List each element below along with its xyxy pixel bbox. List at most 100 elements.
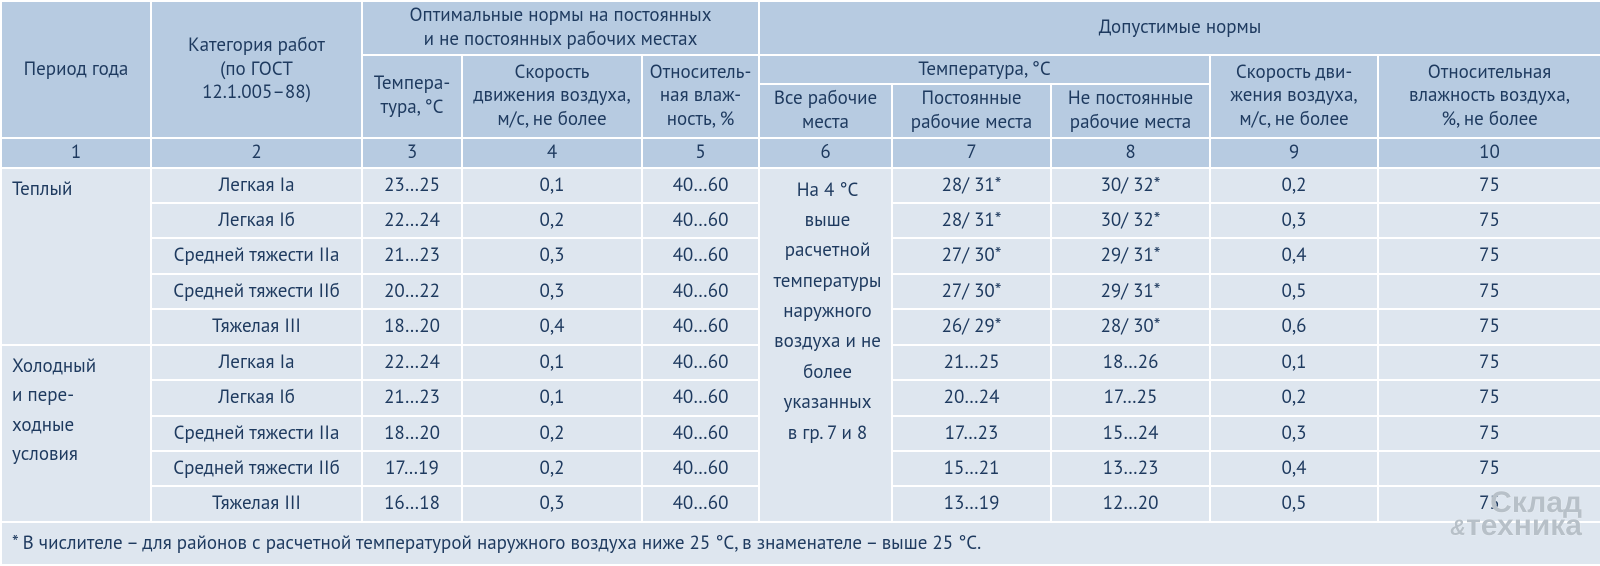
col-number-row: 12345678910 [1, 138, 1600, 168]
cell-c5: 40…60 [642, 309, 759, 344]
cell-category: Легкая Iа [151, 345, 362, 380]
hdr-category: Категория работ(по ГОСТ12.1.005–88) [151, 1, 362, 138]
period-cold: Холодныйи пере-ходныеусловия [1, 345, 151, 522]
cell-c7: 21…25 [892, 345, 1051, 380]
cell-c5: 40…60 [642, 203, 759, 238]
cell-c7: 27/ 30* [892, 274, 1051, 309]
cell-c7: 17…23 [892, 416, 1051, 451]
cell-c5: 40…60 [642, 486, 759, 521]
cell-c9: 0,6 [1210, 309, 1378, 344]
cell-category: Легкая Iа [151, 168, 362, 203]
cell-c3: 20…22 [362, 274, 462, 309]
hdr-temp-perm: Постоянныерабочие места [892, 84, 1051, 138]
cell-c10: 75 [1378, 203, 1600, 238]
hdr-period: Период года [1, 1, 151, 138]
cell-c10: 75 [1378, 416, 1600, 451]
cell-category: Легкая Iб [151, 380, 362, 415]
cell-c5: 40…60 [642, 416, 759, 451]
col-number-3: 3 [362, 138, 462, 168]
col-number-10: 10 [1378, 138, 1600, 168]
col-number-4: 4 [462, 138, 642, 168]
cell-c10: 75 [1378, 380, 1600, 415]
cell-c4: 0,1 [462, 345, 642, 380]
cell-category: Средней тяжести IIа [151, 238, 362, 273]
cell-c9: 0,1 [1210, 345, 1378, 380]
cell-c5: 40…60 [642, 380, 759, 415]
cell-c3: 22…24 [362, 345, 462, 380]
cell-c9: 0,3 [1210, 416, 1378, 451]
cell-c8: 30/ 32* [1051, 203, 1210, 238]
cell-c7: 27/ 30* [892, 238, 1051, 273]
hdr-temp-group: Температура, °C [759, 55, 1210, 85]
cell-c3: 18…20 [362, 309, 462, 344]
cell-c4: 0,2 [462, 451, 642, 486]
cell-c8: 17…25 [1051, 380, 1210, 415]
col-number-8: 8 [1051, 138, 1210, 168]
hdr-group-optimal: Оптимальные нормы на постоянныхи не пост… [362, 1, 759, 55]
cell-c8: 29/ 31* [1051, 274, 1210, 309]
cell-category: Средней тяжести IIб [151, 451, 362, 486]
hdr-airspd2: Скорость дви-жения воздуха,м/с, не более [1210, 55, 1378, 138]
cell-c3: 22…24 [362, 203, 462, 238]
cell-c10: 75 [1378, 345, 1600, 380]
cell-c3: 17…19 [362, 451, 462, 486]
cell-c7: 28/ 31* [892, 203, 1051, 238]
col-number-1: 1 [1, 138, 151, 168]
cell-c4: 0,2 [462, 416, 642, 451]
col-number-9: 9 [1210, 138, 1378, 168]
cell-c9: 0,2 [1210, 168, 1378, 203]
cell-c3: 18…20 [362, 416, 462, 451]
col-number-5: 5 [642, 138, 759, 168]
cell-c5: 40…60 [642, 451, 759, 486]
cell-c3: 16…18 [362, 486, 462, 521]
cell-c10: 75 [1378, 309, 1600, 344]
cell-c10: 75 [1378, 486, 1600, 521]
cell-c7: 26/ 29* [892, 309, 1051, 344]
cell-c7: 13…19 [892, 486, 1051, 521]
hdr-temp: Темпера-тура, °C [362, 55, 462, 138]
cell-c8: 28/ 30* [1051, 309, 1210, 344]
cell-c6: На 4 °Cвышерасчетнойтемпературынаружного… [759, 168, 892, 522]
footnote: * В числителе – для районов с расчетной … [1, 522, 1600, 565]
hdr-group-permissible: Допустимые нормы [759, 1, 1600, 55]
period-warm: Теплый [1, 168, 151, 345]
cell-c7: 20…24 [892, 380, 1051, 415]
col-number-6: 6 [759, 138, 892, 168]
hdr-airspd: Скоростьдвижения воздуха,м/с, не более [462, 55, 642, 138]
cell-c10: 75 [1378, 451, 1600, 486]
cell-c5: 40…60 [642, 345, 759, 380]
cell-c9: 0,3 [1210, 203, 1378, 238]
cell-category: Тяжелая III [151, 309, 362, 344]
cell-c8: 29/ 31* [1051, 238, 1210, 273]
cell-c4: 0,4 [462, 309, 642, 344]
cell-category: Средней тяжести IIа [151, 416, 362, 451]
cell-category: Легкая Iб [151, 203, 362, 238]
cell-c4: 0,2 [462, 203, 642, 238]
col-number-7: 7 [892, 138, 1051, 168]
cell-c4: 0,3 [462, 238, 642, 273]
cell-c8: 12…20 [1051, 486, 1210, 521]
hdr-humidity2: Относительнаявлажность воздуха,%, не бол… [1378, 55, 1600, 138]
cell-category: Средней тяжести IIб [151, 274, 362, 309]
cell-c3: 21…23 [362, 380, 462, 415]
cell-c4: 0,1 [462, 380, 642, 415]
cell-c10: 75 [1378, 168, 1600, 203]
cell-c5: 40…60 [642, 238, 759, 273]
cell-c4: 0,1 [462, 168, 642, 203]
cell-category: Тяжелая III [151, 486, 362, 521]
cell-c7: 28/ 31* [892, 168, 1051, 203]
cell-c10: 75 [1378, 238, 1600, 273]
cell-c4: 0,3 [462, 274, 642, 309]
table-row: ТеплыйЛегкая Iа23…250,140…60На 4 °Cвышер… [1, 168, 1600, 203]
norms-table: Период года Категория работ(по ГОСТ12.1.… [0, 0, 1600, 566]
table-body: ТеплыйЛегкая Iа23…250,140…60На 4 °Cвышер… [1, 168, 1600, 522]
cell-c3: 23…25 [362, 168, 462, 203]
cell-c5: 40…60 [642, 168, 759, 203]
cell-c9: 0,5 [1210, 486, 1378, 521]
cell-c8: 30/ 32* [1051, 168, 1210, 203]
cell-c7: 15…21 [892, 451, 1051, 486]
col-number-2: 2 [151, 138, 362, 168]
hdr-temp-all: Все рабочиеместа [759, 84, 892, 138]
cell-c8: 15…24 [1051, 416, 1210, 451]
cell-c5: 40…60 [642, 274, 759, 309]
